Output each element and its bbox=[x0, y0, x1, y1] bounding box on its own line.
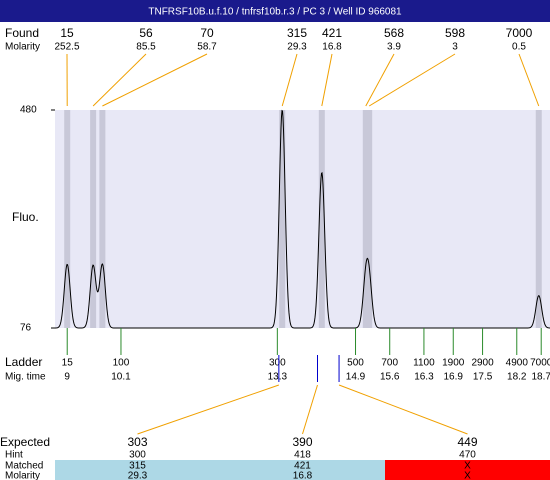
ladder-time: 14.9 bbox=[346, 372, 366, 383]
matched-cell bbox=[55, 460, 220, 480]
found-connector bbox=[92, 53, 147, 107]
found-size: 598 bbox=[445, 26, 465, 40]
ladder-size: 500 bbox=[347, 358, 364, 369]
peak-band bbox=[99, 110, 106, 328]
found-molarity: 0.5 bbox=[512, 42, 526, 53]
found-size: 70 bbox=[200, 26, 214, 40]
y-label: Fluo. bbox=[12, 210, 39, 224]
peak-band bbox=[279, 110, 286, 328]
expected-connector bbox=[302, 384, 318, 435]
ladder-size: 1900 bbox=[442, 358, 465, 369]
matched-molarity: 16.8 bbox=[293, 471, 313, 480]
trace bbox=[54, 109, 550, 329]
plot-area bbox=[55, 110, 550, 328]
hint-size: 470 bbox=[459, 450, 476, 461]
expected-size: 390 bbox=[292, 435, 312, 449]
found-connector bbox=[365, 53, 395, 107]
ladder-time: 18.2 bbox=[507, 372, 527, 383]
matched-molarity: 29.3 bbox=[128, 471, 148, 480]
found-molarity: 252.5 bbox=[54, 42, 79, 53]
title: TNFRSF10B.u.f.10 / tnfrsf10b.r.3 / PC 3 … bbox=[148, 7, 402, 18]
matched-size: X bbox=[464, 461, 471, 472]
found-size: 568 bbox=[384, 26, 404, 40]
ladder-size: 7000 bbox=[530, 358, 550, 369]
ladder-time: 16.3 bbox=[414, 372, 434, 383]
ladder-time: 13.3 bbox=[268, 372, 288, 383]
found-molarity: 3.9 bbox=[387, 42, 401, 53]
found-label: Found bbox=[5, 26, 39, 40]
hint-label: Hint bbox=[5, 450, 23, 461]
matched-size: 421 bbox=[294, 461, 311, 472]
ladder-time: 17.5 bbox=[473, 372, 493, 383]
ladder-time: 9 bbox=[64, 372, 70, 383]
expected-size: 303 bbox=[127, 435, 147, 449]
found-size: 15 bbox=[60, 26, 74, 40]
molarity-label: Molarity bbox=[5, 471, 40, 480]
ladder-time: 18.7 bbox=[531, 372, 550, 383]
ladder-size: 2900 bbox=[471, 358, 494, 369]
found-connector bbox=[281, 53, 298, 107]
found-size: 7000 bbox=[506, 26, 533, 40]
found-size: 315 bbox=[287, 26, 307, 40]
expected-connector bbox=[338, 384, 468, 435]
found-connector bbox=[321, 53, 333, 107]
peak-band bbox=[366, 110, 373, 328]
ladder-time: 15.6 bbox=[380, 372, 400, 383]
ladder-size: 100 bbox=[113, 358, 130, 369]
hint-size: 418 bbox=[294, 450, 311, 461]
ladder-size: 700 bbox=[381, 358, 398, 369]
matched-cell bbox=[220, 460, 385, 480]
hint-size: 300 bbox=[129, 450, 146, 461]
title-bar bbox=[0, 0, 550, 22]
ladder-size: 4900 bbox=[506, 358, 529, 369]
time-label: Mig. time bbox=[5, 372, 46, 383]
found-size: 421 bbox=[322, 26, 342, 40]
ladder-size: 15 bbox=[62, 358, 74, 369]
matched-molarity: X bbox=[464, 471, 471, 480]
found-molarity: 29.3 bbox=[287, 42, 307, 53]
found-molarity-label: Molarity bbox=[5, 42, 40, 53]
matched-label: Matched bbox=[5, 461, 43, 472]
found-molarity: 16.8 bbox=[322, 42, 342, 53]
found-connector bbox=[368, 53, 456, 107]
ladder-time: 16.9 bbox=[444, 372, 464, 383]
ladder-time: 10.1 bbox=[111, 372, 131, 383]
matched-cell bbox=[385, 460, 550, 480]
found-molarity: 3 bbox=[452, 42, 458, 53]
ladder-label: Ladder bbox=[5, 355, 42, 369]
ladder-size: 1100 bbox=[413, 358, 435, 369]
found-connector bbox=[518, 53, 540, 107]
y-tick-label: 480 bbox=[20, 105, 37, 116]
expected-label: Expected bbox=[0, 435, 50, 449]
expected-connector bbox=[137, 384, 280, 435]
peak-band bbox=[362, 110, 369, 328]
y-tick-label: 76 bbox=[20, 323, 32, 334]
peak-band bbox=[90, 110, 97, 328]
found-molarity: 58.7 bbox=[197, 42, 217, 53]
found-connector bbox=[102, 53, 208, 107]
peak-band bbox=[318, 110, 325, 328]
peak-band bbox=[64, 110, 71, 328]
expected-size: 449 bbox=[457, 435, 477, 449]
ladder-size: 300 bbox=[269, 358, 286, 369]
found-size: 56 bbox=[139, 26, 153, 40]
found-molarity: 85.5 bbox=[136, 42, 156, 53]
peak-band bbox=[535, 110, 542, 328]
matched-size: 315 bbox=[129, 461, 146, 472]
